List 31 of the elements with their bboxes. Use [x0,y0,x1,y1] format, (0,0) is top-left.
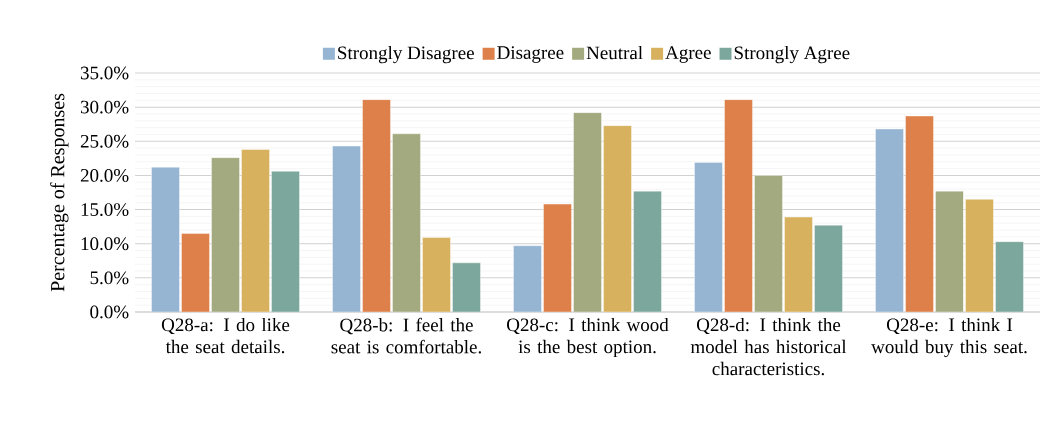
bar [271,171,300,312]
legend-label: Agree [665,46,711,63]
y-tick-label: 10.0% [81,237,129,251]
bar [573,112,602,312]
y-tick-label: 30.0% [80,100,129,114]
x-tick-label: Q28-b: I feel the seat is comfortable. [331,317,481,354]
legend-label: Strongly Disagree [338,45,474,64]
x-tick-label: Q28-a: I do like the seat details. [161,317,290,354]
y-tick-label: 35.0% [80,66,129,80]
y-tick-label: 20.0% [80,168,129,182]
legend-label: Disagree [497,46,564,63]
y-tick-label: 25.0% [80,134,129,148]
x-tick-label: Q28-c: I think wood is the best option. [507,317,669,358]
bar [241,149,270,312]
bar [965,199,994,312]
bar [422,237,451,312]
bar [392,133,421,312]
bar [211,157,240,312]
bar [754,175,783,312]
legend-label: Strongly Agree [734,45,850,64]
bar [995,241,1024,312]
x-tick-label: Q28-d: I think the model has historical characteristics. [690,317,847,376]
x-tick-label: Q28-e: I think I would buy this seat. [871,317,1027,358]
y-axis-title: Percentage of Responses [50,93,69,292]
bar [935,190,964,312]
y-tick-label: 0.0% [90,305,129,319]
y-tick-label: 5.0% [90,271,129,285]
bar [784,216,813,312]
bar [603,125,632,312]
legend-label: Neutral [586,45,643,60]
y-tick-label: 15.0% [81,203,129,217]
